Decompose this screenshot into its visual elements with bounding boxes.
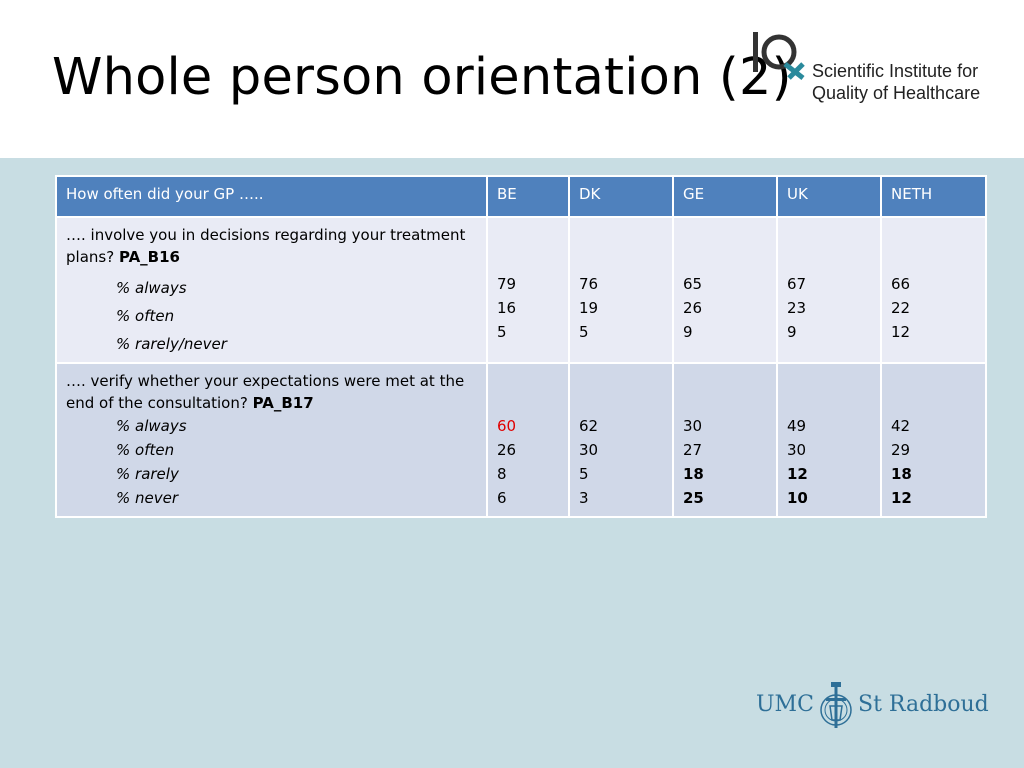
question-cell: …. verify whether your expectations were…	[55, 362, 488, 518]
value: 49	[787, 417, 807, 435]
value: 5	[497, 323, 507, 341]
header-dk: DK	[568, 175, 674, 218]
question-text: …. verify whether your expectations were…	[66, 370, 478, 414]
iq-logo-icon	[753, 32, 805, 80]
iq-name-line2: Quality of Healthcare	[812, 83, 981, 103]
answer-options: % always % often % rarely/never	[116, 274, 478, 358]
value-cell-neth: 66 22 12	[880, 216, 987, 364]
value: 5	[579, 323, 589, 341]
value: 3	[579, 489, 589, 507]
value: 12	[891, 323, 911, 341]
header-question: How often did your GP …..	[55, 175, 488, 218]
value-cell-uk: 67 23 9	[776, 216, 882, 364]
value: 30	[787, 441, 807, 459]
value-emphasized: 18	[891, 465, 912, 483]
value: 67	[787, 275, 807, 293]
value-cell-be: 60 26 8 6	[486, 362, 570, 518]
answer-options: % always % often % rarely % never	[116, 414, 478, 510]
value-cell-dk: 76 19 5	[568, 216, 674, 364]
value: 76	[579, 275, 599, 293]
header-uk: UK	[776, 175, 882, 218]
value: 65	[683, 275, 703, 293]
value-emphasized: 10	[787, 489, 808, 507]
value: 26	[683, 299, 703, 317]
value-cell-uk: 49 30 12 10	[776, 362, 882, 518]
header-ge: GE	[672, 175, 778, 218]
umc-crest-icon	[820, 682, 852, 728]
table-row: …. involve you in decisions regarding yo…	[55, 216, 987, 364]
value: 22	[891, 299, 911, 317]
question-text: …. involve you in decisions regarding yo…	[66, 224, 478, 268]
question-code: PA_B16	[118, 248, 180, 266]
slide-title: Whole person orientation (2)	[52, 48, 792, 107]
value-cell-dk: 62 30 5 3	[568, 362, 674, 518]
option-label: % often	[116, 441, 175, 459]
value-cell-ge: 65 26 9	[672, 216, 778, 364]
umc-logo-left-text: UMC	[756, 692, 814, 717]
value-emphasized: 12	[891, 489, 912, 507]
header-neth: NETH	[880, 175, 987, 218]
value-highlighted: 60	[497, 417, 517, 435]
option-label: % always	[116, 417, 187, 435]
value-emphasized: 12	[787, 465, 808, 483]
question-code: PA_B17	[252, 394, 314, 412]
value: 16	[497, 299, 517, 317]
value: 9	[683, 323, 693, 341]
value-cell-neth: 42 29 18 12	[880, 362, 987, 518]
value: 42	[891, 417, 911, 435]
iq-name-line1: Scientific Institute for	[812, 61, 979, 81]
value: 6	[497, 489, 507, 507]
question-body: …. involve you in decisions regarding yo…	[66, 226, 466, 266]
value: 29	[891, 441, 911, 459]
table-header-row: How often did your GP ….. BE DK GE UK NE…	[55, 175, 987, 218]
value: 9	[787, 323, 797, 341]
value: 79	[497, 275, 517, 293]
option-label: % often	[116, 307, 175, 325]
value: 30	[579, 441, 599, 459]
option-label: % never	[116, 489, 179, 507]
slide-header	[0, 0, 1024, 158]
value: 62	[579, 417, 599, 435]
header-be: BE	[486, 175, 570, 218]
value: 8	[497, 465, 507, 483]
value: 30	[683, 417, 703, 435]
value-cell-ge: 30 27 18 25	[672, 362, 778, 518]
question-body: …. verify whether your expectations were…	[66, 372, 465, 412]
table-row: …. verify whether your expectations were…	[55, 362, 987, 518]
option-label: % always	[116, 279, 187, 297]
results-table: How often did your GP ….. BE DK GE UK NE…	[55, 175, 987, 518]
iq-institute-name: Scientific Institute for Quality of Heal…	[812, 60, 980, 104]
option-label: % rarely	[116, 465, 179, 483]
value: 66	[891, 275, 911, 293]
value-emphasized: 18	[683, 465, 704, 483]
question-cell: …. involve you in decisions regarding yo…	[55, 216, 488, 364]
value: 19	[579, 299, 599, 317]
umc-logo-right-text: St Radboud	[858, 692, 989, 717]
value: 5	[579, 465, 589, 483]
value-emphasized: 25	[683, 489, 704, 507]
value-cell-be: 79 16 5	[486, 216, 570, 364]
value: 26	[497, 441, 517, 459]
option-label: % rarely/never	[116, 335, 227, 353]
value: 27	[683, 441, 703, 459]
value: 23	[787, 299, 807, 317]
